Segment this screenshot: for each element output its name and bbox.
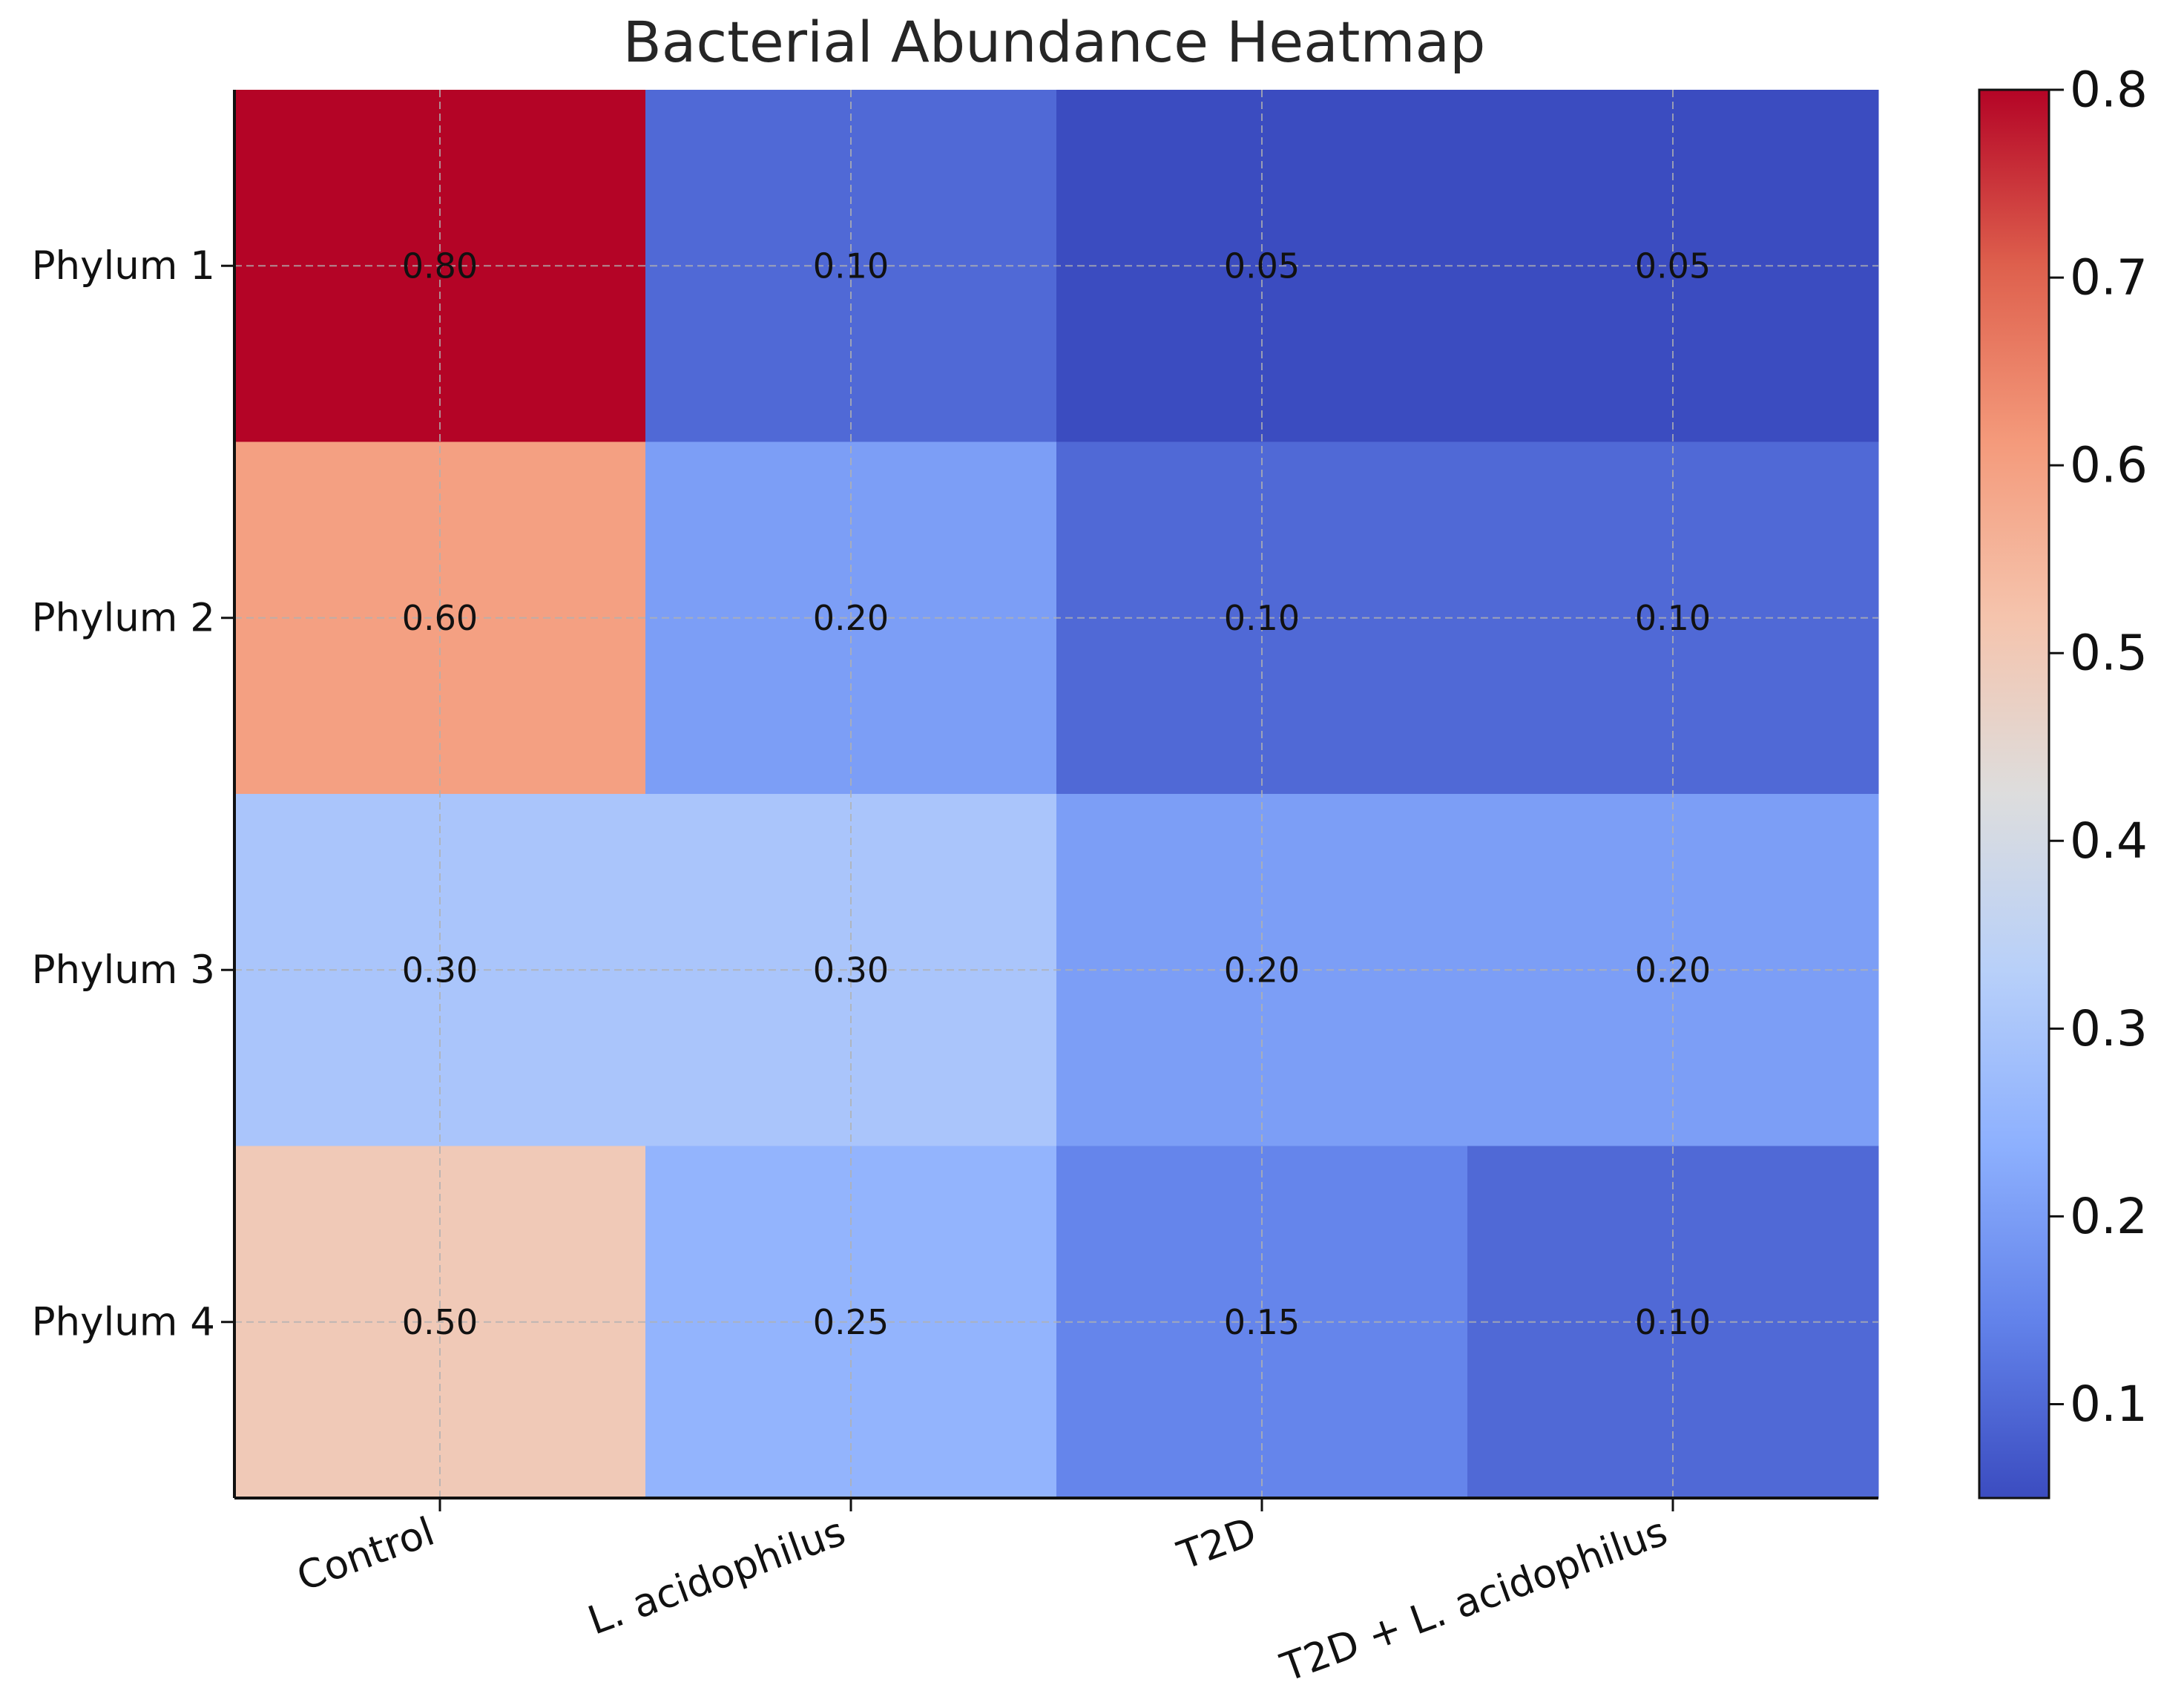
colorbar-tick-label: 0.1 xyxy=(2070,1376,2148,1433)
colorbar-gradient xyxy=(1978,88,2050,1500)
y-tick-label: Phylum 2 xyxy=(32,595,215,640)
cell-value-label: 0.25 xyxy=(813,1302,889,1342)
cell-value-label: 0.10 xyxy=(813,246,889,286)
cell-value-label: 0.15 xyxy=(1224,1302,1300,1342)
x-tick-label: L. acidophilus xyxy=(582,1509,851,1644)
colorbar-tick-label: 0.3 xyxy=(2070,1000,2148,1057)
grid-lines xyxy=(234,90,1878,1498)
x-tick-label: Control xyxy=(292,1509,441,1600)
cell-value-label: 0.20 xyxy=(1224,950,1300,990)
colorbar-tick-label: 0.6 xyxy=(2070,437,2148,494)
x-axis-ticks: Control L. acidophilus T2D T2D + L. acidoph… xyxy=(292,1498,1674,1691)
colorbar-tick-label: 0.5 xyxy=(2070,625,2148,682)
colorbar-tick-label: 0.2 xyxy=(2070,1188,2148,1245)
cell-value-label: 0.60 xyxy=(402,598,478,638)
cell-value-label: 0.10 xyxy=(1635,1302,1711,1342)
cell-value-labels: 0.80 0.10 0.05 0.05 0.60 0.20 0.10 0.10 0.30 0.30… xyxy=(402,246,1711,1342)
cell-value-label: 0.20 xyxy=(813,598,889,638)
y-tick-label: Phylum 1 xyxy=(32,243,215,289)
chart-title: Bacterial Abundance Heatmap xyxy=(623,9,1486,75)
cell-value-label: 0.10 xyxy=(1635,598,1711,638)
cell-value-label: 0.20 xyxy=(1635,950,1711,990)
colorbar-tick-label: 0.4 xyxy=(2070,812,2148,870)
heatmap-cells xyxy=(234,90,1879,1499)
cell-value-label: 0.50 xyxy=(402,1302,478,1342)
colorbar-tick-label: 0.8 xyxy=(2070,62,2148,119)
colorbar: 0.1 0.2 0.3 0.4 0.5 0.6 0.7 0.8 xyxy=(1978,62,2148,1500)
x-tick-label: T2D + L. acidophilus xyxy=(1274,1509,1673,1691)
y-tick-label: Phylum 3 xyxy=(32,947,215,993)
cell-value-label: 0.05 xyxy=(1635,246,1711,286)
colorbar-tick-label: 0.7 xyxy=(2070,249,2148,306)
cell-value-label: 0.30 xyxy=(402,950,478,990)
cell-value-label: 0.80 xyxy=(402,246,478,286)
y-axis-ticks: Phylum 1 Phylum 2 Phylum 3 Phylum 4 xyxy=(32,243,234,1344)
cell-value-label: 0.05 xyxy=(1224,246,1300,286)
plot-axes xyxy=(233,90,1878,1500)
cell-value-label: 0.30 xyxy=(813,950,889,990)
y-tick-label: Phylum 4 xyxy=(32,1299,215,1344)
cell-value-label: 0.10 xyxy=(1224,598,1300,638)
x-tick-label: T2D xyxy=(1171,1509,1262,1579)
